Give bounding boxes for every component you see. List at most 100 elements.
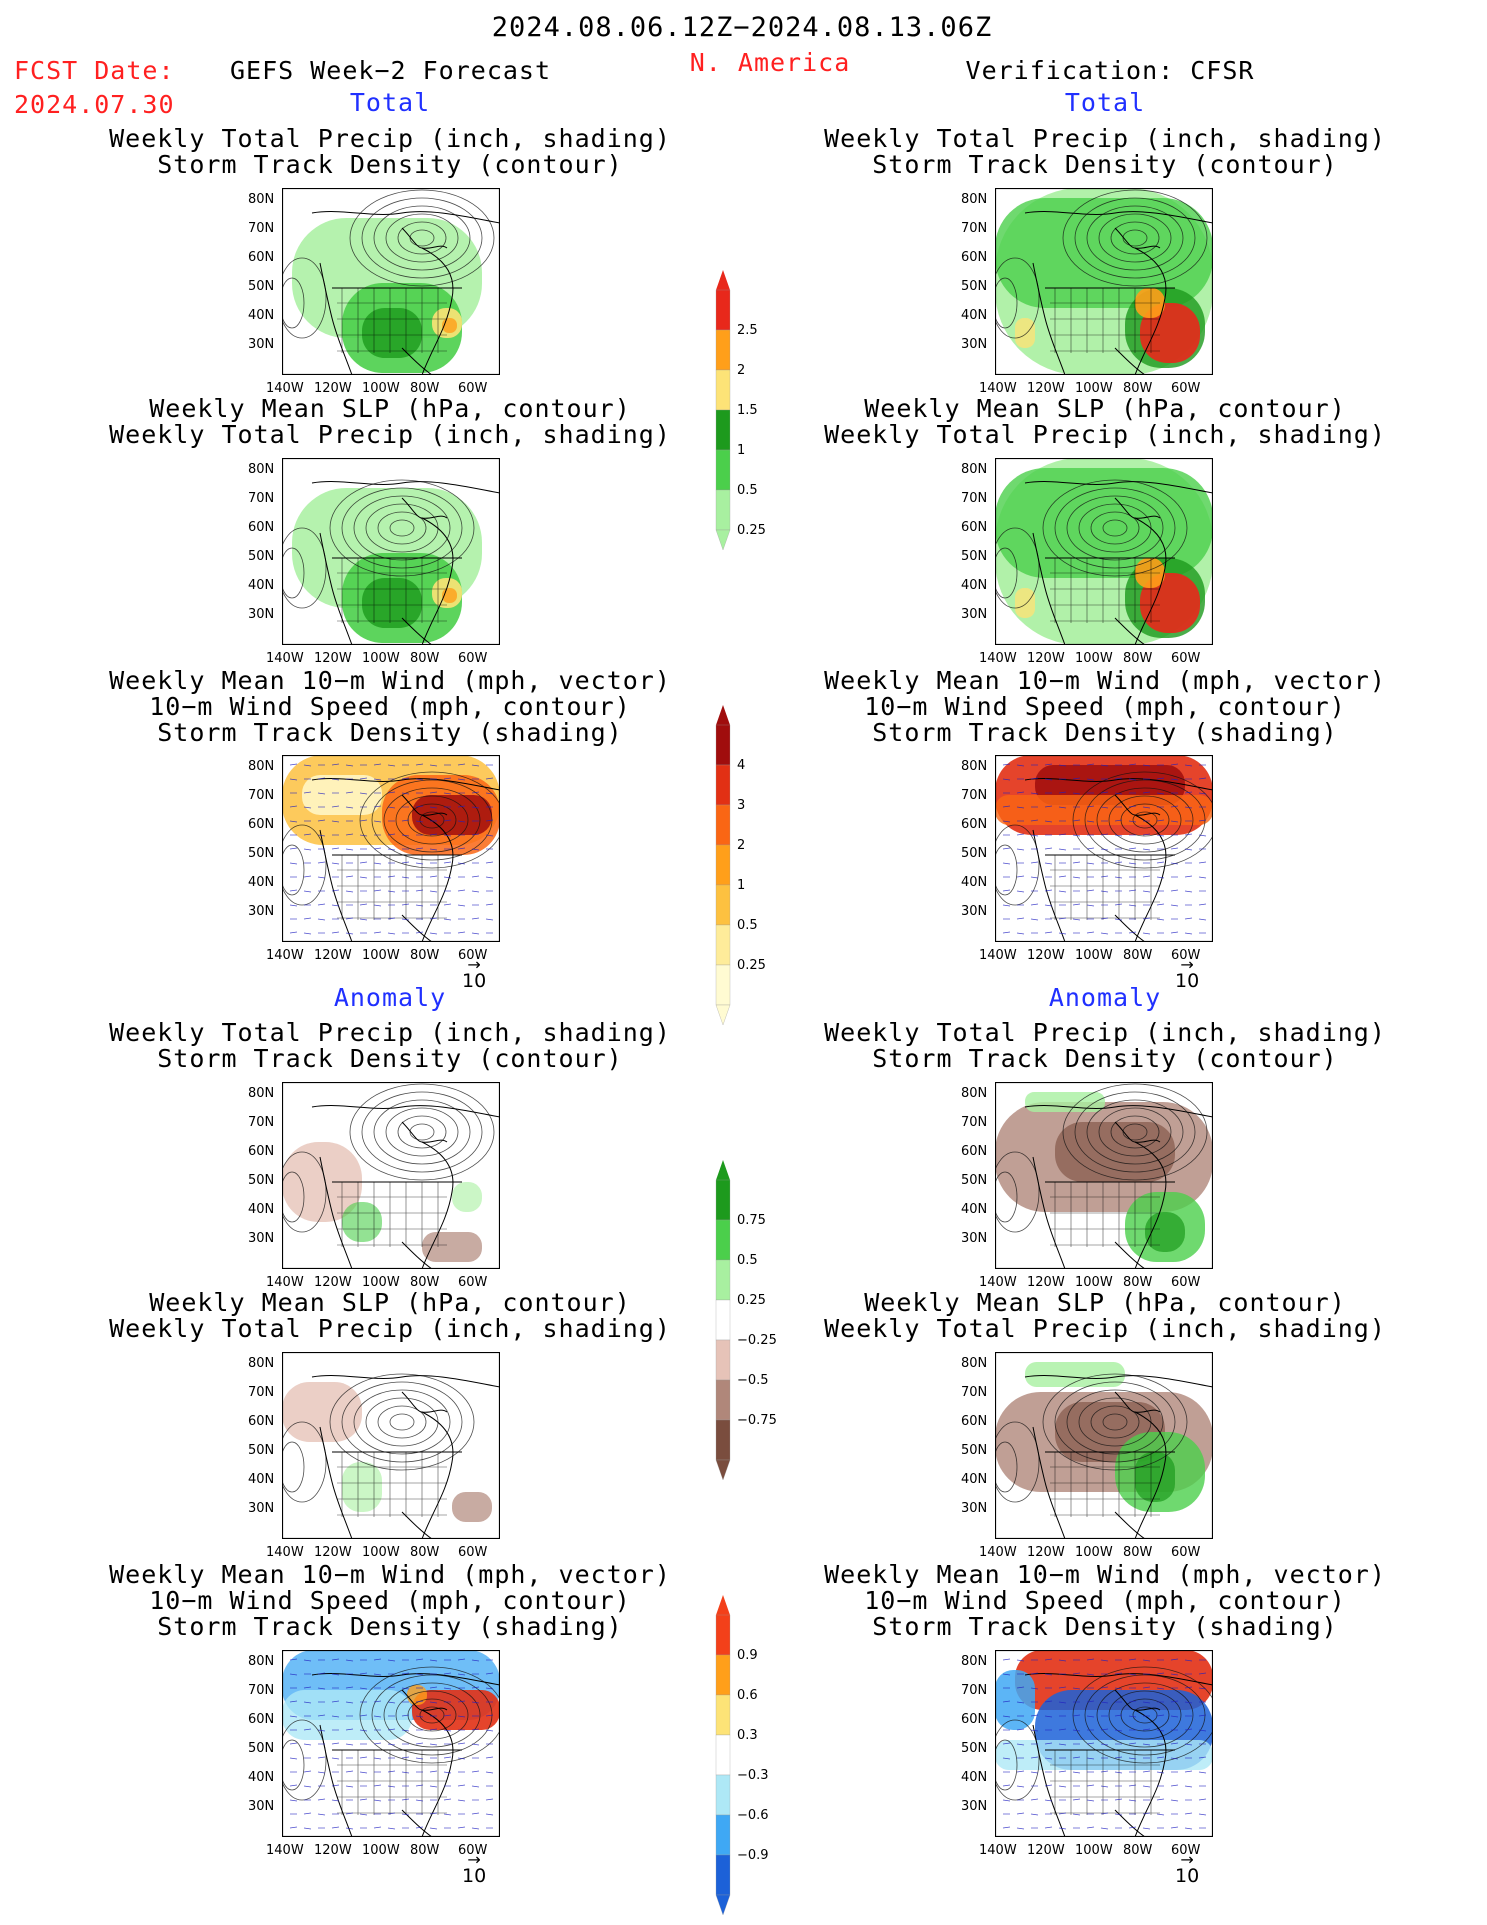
lat-tick-label: 50N (248, 549, 275, 564)
panel-title-line: Storm Track Density (contour) (872, 1044, 1338, 1073)
lon-tick-label: 100W (362, 651, 400, 666)
colorbar-label: 0.5 (737, 918, 758, 933)
lat-tick-label: 40N (961, 308, 988, 323)
colorbar-label: 0.9 (737, 1648, 758, 1663)
lon-tick-label: 140W (266, 1545, 304, 1560)
lat-tick-label: 60N (248, 1144, 275, 1159)
colorbar-label: 3 (737, 798, 745, 813)
lon-tick-label: 120W (1027, 381, 1065, 396)
lon-tick-label: 100W (362, 381, 400, 396)
lat-tick-label: 50N (248, 846, 275, 861)
lat-tick-label: 40N (248, 308, 275, 323)
colorbar-label: 0.25 (737, 958, 766, 973)
reference-vector-arrow: → (467, 1850, 481, 1869)
lat-tick-label: 50N (961, 846, 988, 861)
section-total-left: Total (349, 88, 431, 117)
lat-tick-label: 80N (961, 1086, 988, 1101)
panel-title-line: Weekly Total Precip (inch, shading) (109, 1314, 671, 1343)
lat-tick-label: 30N (248, 1501, 275, 1516)
lon-tick-label: 120W (314, 1545, 352, 1560)
panel-title-line: 10−m Wind Speed (mph, contour) (149, 1586, 631, 1615)
lon-tick-label: 100W (362, 1843, 400, 1858)
lat-tick-label: 50N (248, 1173, 275, 1188)
lat-tick-label: 70N (248, 1115, 275, 1130)
colorbar-track_total: 4 3 2 1 0.5 0.25 (715, 705, 766, 1026)
lat-tick-label: 80N (961, 1356, 988, 1371)
colorbar-label: −0.3 (737, 1768, 769, 1783)
panel-title-line: Weekly Mean 10−m Wind (mph, vector) (824, 666, 1386, 695)
lon-tick-label: 80W (410, 381, 440, 396)
colorbar-label: 1.5 (737, 403, 758, 418)
lat-tick-label: 70N (248, 491, 275, 506)
lat-tick-label: 30N (961, 1231, 988, 1246)
lon-tick-label: 60W (1171, 381, 1201, 396)
lon-tick-label: 80W (410, 651, 440, 666)
lat-tick-label: 30N (248, 1799, 275, 1814)
lon-tick-label: 80W (1123, 1545, 1153, 1560)
panel-title-line: Weekly Mean SLP (hPa, contour) (149, 1288, 631, 1317)
lon-tick-label: 60W (1171, 948, 1201, 963)
colorbar-track_anom: 0.9 0.6 0.3 −0.3 −0.6 −0.9 (715, 1595, 769, 1916)
panel-title-line: Weekly Mean SLP (hPa, contour) (864, 1288, 1346, 1317)
panel-title-line: Weekly Total Precip (inch, shading) (824, 1314, 1386, 1343)
lat-tick-label: 50N (248, 279, 275, 294)
lon-tick-label: 60W (1171, 651, 1201, 666)
map-panel (282, 188, 500, 375)
panel-title-line: 10−m Wind Speed (mph, contour) (864, 1586, 1346, 1615)
map-panel (282, 458, 500, 645)
colorbar-label: 0.25 (737, 523, 766, 538)
lon-tick-label: 100W (1075, 651, 1113, 666)
lat-tick-label: 40N (961, 1472, 988, 1487)
panel-title-line: Storm Track Density (shading) (157, 1612, 623, 1641)
colorbar-label: 0.25 (737, 1293, 766, 1308)
lon-tick-label: 120W (1027, 1545, 1065, 1560)
colorbar-label: 4 (737, 758, 745, 773)
lat-tick-label: 70N (248, 1385, 275, 1400)
lat-tick-label: 40N (961, 578, 988, 593)
lat-tick-label: 40N (961, 1770, 988, 1785)
panel-title-line: Weekly Mean SLP (hPa, contour) (864, 394, 1346, 423)
lat-tick-label: 60N (248, 817, 275, 832)
panel-title-line: Weekly Mean 10−m Wind (mph, vector) (109, 666, 671, 695)
colorbar-label: 0.6 (737, 1688, 758, 1703)
colorbar-label: 1 (737, 443, 745, 458)
lat-tick-label: 70N (961, 1115, 988, 1130)
lat-tick-label: 70N (248, 1683, 275, 1698)
lat-tick-label: 40N (961, 1202, 988, 1217)
colorbar-label: −0.5 (737, 1373, 769, 1388)
colorbar-label: 2.5 (737, 323, 758, 338)
lat-tick-label: 60N (248, 250, 275, 265)
lat-tick-label: 40N (248, 578, 275, 593)
lon-tick-label: 100W (362, 948, 400, 963)
lon-tick-label: 120W (314, 651, 352, 666)
lon-tick-label: 60W (1171, 1275, 1201, 1290)
section-anomaly-left: Anomaly (333, 983, 447, 1012)
lon-tick-label: 120W (1027, 651, 1065, 666)
forecast-column-title: GEFS Week−2 Forecast (230, 56, 552, 85)
lon-tick-label: 80W (410, 1275, 440, 1290)
lat-tick-label: 50N (961, 1173, 988, 1188)
map-panel (282, 755, 500, 942)
lon-tick-label: 80W (1123, 1843, 1153, 1858)
map-panel (282, 1082, 500, 1269)
colorbar-label: −0.6 (737, 1808, 769, 1823)
lon-tick-label: 140W (979, 1843, 1017, 1858)
lon-tick-label: 80W (410, 1843, 440, 1858)
panel-title-line: Weekly Total Precip (inch, shading) (109, 420, 671, 449)
reference-vector: → 10 (462, 1850, 486, 1888)
section-total-right: Total (1064, 88, 1146, 117)
lon-tick-label: 100W (362, 1545, 400, 1560)
lon-tick-label: 140W (979, 1275, 1017, 1290)
reference-vector-arrow: → (467, 955, 481, 974)
panel-title-line: 10−m Wind Speed (mph, contour) (864, 692, 1346, 721)
map-panel (995, 1352, 1213, 1539)
reference-vector-value: 10 (462, 970, 487, 992)
map-panel (282, 1650, 500, 1837)
lon-tick-label: 80W (410, 948, 440, 963)
lon-tick-label: 100W (1075, 1275, 1113, 1290)
colorbar-label: 0.3 (737, 1728, 758, 1743)
lat-tick-label: 70N (961, 491, 988, 506)
lon-tick-label: 120W (314, 1275, 352, 1290)
lat-tick-label: 30N (961, 1799, 988, 1814)
colorbar-label: −0.75 (737, 1413, 777, 1428)
